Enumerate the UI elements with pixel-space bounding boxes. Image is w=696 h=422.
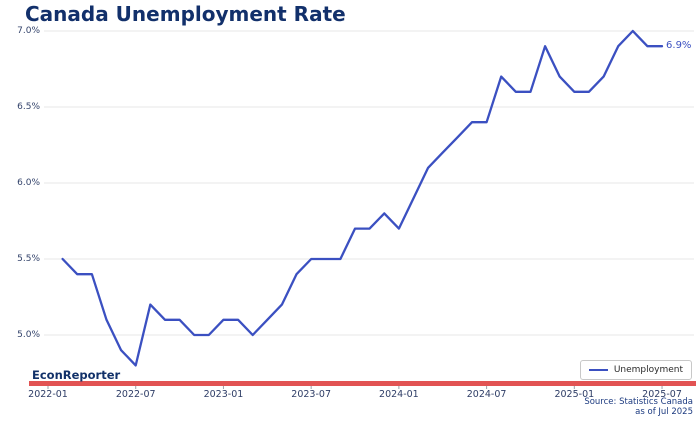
x-tick-label: 2025-01 (554, 389, 595, 400)
last-value-annotation: 6.9% (666, 39, 692, 51)
y-tick-label: 5.5% (17, 254, 40, 264)
legend[interactable]: Unemployment (579, 360, 692, 380)
x-tick-label: 2022-07 (115, 389, 156, 400)
page-title: Canada Unemployment Rate (25, 2, 346, 26)
source-line-2: as of Jul 2025 (635, 407, 693, 417)
y-tick-label: 6.0% (17, 178, 40, 188)
x-tick-label: 2022-01 (28, 389, 68, 400)
source-line-1: Source: Statistics Canada (584, 397, 693, 407)
x-tick-label: 2024-01 (379, 389, 419, 400)
y-tick-label: 7.0% (17, 26, 40, 36)
unemployment-line (61, 29, 664, 367)
legend-line-swatch (588, 369, 608, 371)
y-tick-label: 5.0% (17, 330, 40, 340)
x-tick-label: 2023-01 (203, 389, 244, 400)
x-tick-label: 2025-07 (642, 389, 682, 400)
y-tick-label: 6.5% (17, 102, 40, 112)
source-note: Source: Statistics Canada as of Jul 2025 (584, 397, 693, 417)
watermark-econreporter: EconReporter (32, 368, 121, 382)
x-tick-label: 2023-07 (291, 389, 332, 400)
red-stripe-divider (29, 381, 696, 386)
x-tick-label: 2024-07 (466, 389, 507, 400)
legend-label: Unemployment (613, 365, 683, 375)
